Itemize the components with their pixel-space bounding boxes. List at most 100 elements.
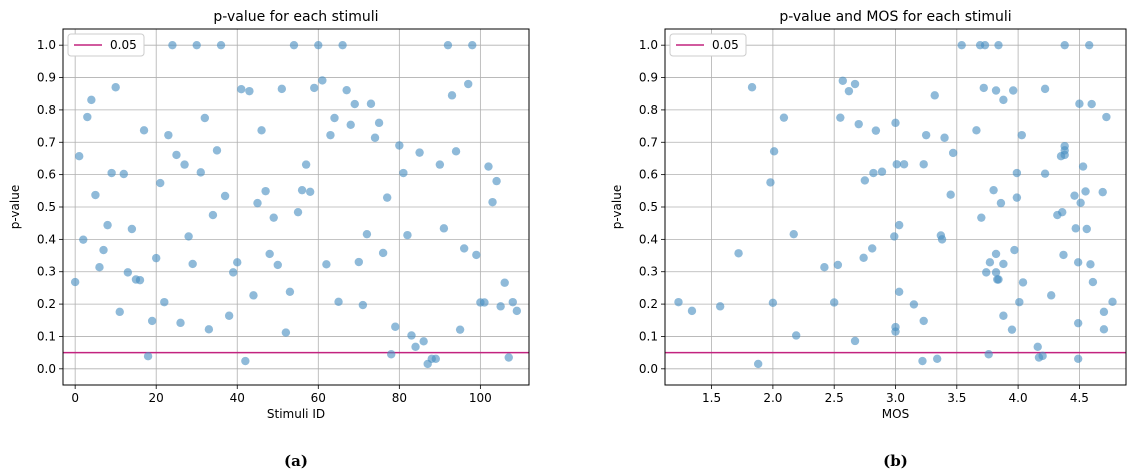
y-tick-label-b-9: 0.9 [639, 71, 658, 85]
x-tick-label-b-1: 2.0 [763, 391, 782, 405]
data-point-a-54 [289, 40, 299, 50]
y-tick-label-a-6: 0.6 [37, 168, 56, 182]
x-axis-label-b: MOS [882, 407, 909, 421]
data-point-a-95 [455, 325, 465, 334]
y-tick-label-a-10: 1.0 [37, 38, 56, 52]
y-tick-label-b-0: 0.0 [639, 362, 658, 376]
data-point-a-83 [407, 331, 416, 340]
data-point-a-106 [500, 278, 509, 287]
data-point-a-7 [99, 245, 108, 255]
data-point-b-66 [999, 259, 1008, 269]
x-tick-label-b-2: 2.5 [825, 391, 844, 405]
chart-panel-b: 1.5 2.0 2.5 3.0 3.5 4.0 4.5 0.0 0.1 0.2 0.3 0.4 0.5… [610, 9, 1127, 470]
data-point-a-93 [447, 91, 457, 100]
data-point-a-16 [135, 275, 145, 285]
x-tick-label-a-2: 40 [230, 391, 245, 405]
data-point-b-36 [918, 356, 927, 366]
data-point-a-98 [468, 40, 477, 50]
data-point-a-62 [322, 260, 331, 269]
data-point-b-24 [869, 168, 878, 178]
data-point-b-69 [1010, 245, 1019, 255]
y-ticks-b: 0.0 0.1 0.2 0.3 0.4 0.5 0.6 0.7 0.8 0.9 1.0 [639, 38, 665, 376]
data-point-a-64 [330, 113, 339, 123]
data-point-b-98 [1082, 224, 1091, 234]
data-point-b-97 [1081, 187, 1090, 196]
data-point-a-36 [216, 40, 226, 50]
data-point-a-78 [387, 350, 396, 359]
data-point-a-105 [496, 302, 505, 311]
data-point-a-34 [208, 210, 218, 220]
data-point-a-31 [196, 168, 205, 177]
data-point-b-95 [1076, 198, 1085, 207]
data-points-b [674, 40, 1117, 369]
data-point-b-40 [930, 91, 939, 100]
data-point-a-22 [160, 297, 169, 307]
chart-title-b: p-value and MOS for each stimuli [779, 9, 1011, 25]
data-point-a-13 [123, 268, 133, 277]
data-point-a-43 [245, 86, 254, 96]
x-tick-label-a-3: 60 [311, 391, 326, 405]
x-tick-label-a-0: 0 [71, 391, 79, 405]
data-point-a-80 [395, 141, 404, 150]
data-point-a-19 [147, 316, 157, 326]
data-point-b-50 [977, 213, 986, 222]
x-tick-label-a-1: 20 [149, 391, 164, 405]
data-point-a-18 [143, 351, 153, 361]
data-point-a-23 [164, 130, 173, 140]
data-point-a-75 [374, 118, 384, 128]
data-point-b-8 [769, 147, 779, 156]
x-tick-label-b-5: 4.0 [1009, 391, 1028, 405]
data-point-b-53 [982, 268, 991, 277]
data-point-a-71 [358, 300, 368, 310]
data-point-b-16 [838, 76, 847, 85]
data-point-a-77 [382, 193, 392, 202]
data-point-a-108 [508, 297, 517, 307]
data-point-b-62 [994, 275, 1003, 284]
data-point-a-9 [107, 168, 116, 178]
data-point-b-25 [871, 126, 881, 135]
data-point-b-35 [909, 300, 919, 309]
data-point-a-40 [233, 258, 242, 267]
data-point-a-1 [75, 151, 84, 161]
data-point-b-22 [860, 176, 870, 185]
data-point-b-68 [1009, 86, 1018, 95]
data-point-b-34 [899, 160, 909, 169]
data-point-a-52 [281, 328, 291, 337]
data-point-a-3 [83, 112, 92, 122]
y-tick-label-b-5: 0.5 [639, 200, 658, 214]
data-point-a-91 [439, 224, 449, 233]
y-tick-label-a-0: 0.0 [37, 362, 56, 376]
data-point-b-11 [791, 331, 801, 340]
data-point-b-6 [766, 178, 775, 187]
data-point-a-90 [435, 160, 445, 169]
data-point-b-1 [687, 306, 697, 316]
legend-b: 0.05 [669, 33, 747, 57]
legend-label-a: 0.05 [110, 38, 137, 52]
data-point-a-65 [334, 297, 343, 307]
y-tick-label-a-1: 0.1 [37, 329, 56, 343]
data-point-b-65 [999, 311, 1008, 320]
data-point-b-14 [833, 260, 843, 270]
data-point-a-8 [103, 220, 112, 230]
data-point-b-33 [894, 287, 904, 296]
data-point-a-101 [480, 298, 489, 307]
data-point-a-45 [253, 198, 262, 208]
data-point-a-51 [277, 84, 287, 94]
data-point-a-0 [70, 277, 80, 287]
data-point-a-92 [443, 40, 453, 50]
data-point-b-37 [919, 160, 928, 169]
data-point-b-21 [859, 253, 868, 263]
data-point-b-13 [829, 298, 839, 307]
data-point-a-85 [415, 148, 424, 157]
data-point-a-74 [370, 133, 380, 142]
data-point-b-96 [1078, 162, 1088, 171]
y-tick-label-b-3: 0.3 [639, 265, 658, 279]
data-point-b-83 [1058, 207, 1067, 217]
data-point-a-14 [127, 224, 137, 234]
data-point-a-82 [403, 230, 412, 240]
data-point-a-33 [204, 325, 214, 334]
data-point-a-29 [188, 259, 197, 269]
data-point-a-66 [338, 40, 347, 50]
data-point-a-81 [399, 168, 408, 178]
data-point-b-58 [991, 86, 1001, 95]
